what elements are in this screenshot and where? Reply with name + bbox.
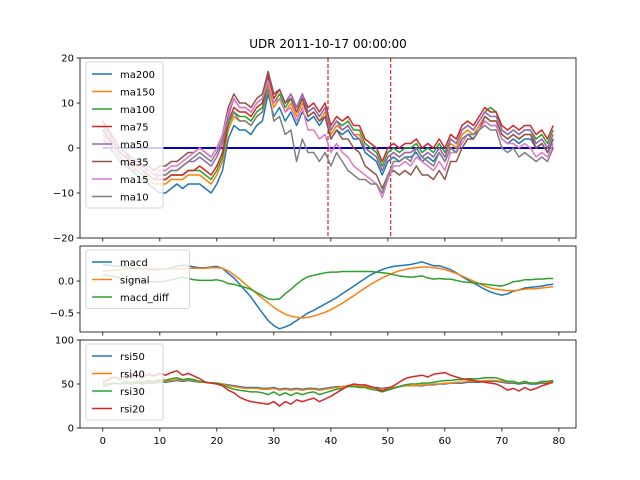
chart-panels: −20−1001020ma200ma150ma100ma75ma50ma35ma… (50, 54, 577, 447)
legend-macd: macd signal macd_diff (85, 249, 190, 309)
y-tick-label-ma-4: 20 (61, 54, 74, 65)
y-tick-label-ma-1: −10 (53, 189, 74, 200)
series-line-rsi40 (102, 378, 554, 391)
y-tick-label-rsi-2: 100 (55, 336, 74, 347)
x-tick-label-5: 50 (381, 436, 394, 447)
x-tick-label-2: 20 (210, 436, 223, 447)
legend-box-ma (85, 61, 164, 209)
legend-label-ma50: ma50 (120, 140, 149, 151)
plot-area-ma (102, 58, 554, 238)
plot-area-rsi (102, 370, 554, 407)
y-tick-label-ma-3: 10 (61, 99, 74, 110)
legend-box-macd (85, 249, 190, 309)
legend-label-ma10: ma10 (120, 193, 149, 204)
legend-box-rsi (85, 343, 164, 421)
x-tick-label-1: 10 (153, 436, 166, 447)
legend-rsi: rsi50 rsi40 rsi30 rsi20 (85, 343, 164, 421)
y-tick-label-macd-1: 0.0 (58, 277, 74, 288)
legend-label-ma15: ma15 (120, 175, 149, 186)
legend-label-rsi30: rsi30 (120, 387, 145, 398)
legend-label-ma200: ma200 (120, 70, 155, 81)
series-line-ma75 (102, 75, 554, 181)
x-tick-label-4: 40 (324, 436, 337, 447)
legend-label-rsi40: rsi40 (120, 370, 145, 381)
legend-label-ma150: ma150 (120, 88, 155, 99)
legend-label-ma35: ma35 (120, 158, 149, 169)
x-tick-label-3: 30 (267, 436, 280, 447)
panel-macd: −0.5 0.0 macd signal macd_diff (50, 245, 577, 336)
x-tick-label-7: 70 (496, 436, 509, 447)
y-tick-label-macd-0: −0.5 (50, 308, 74, 319)
series-line-ma150 (102, 84, 554, 185)
legend-label-rsi50: rsi50 (120, 352, 145, 363)
legend-label-macd: macd (120, 258, 148, 269)
y-tick-label-ma-2: 0 (68, 144, 74, 155)
legend-label-signal: signal (120, 276, 150, 287)
legend-label-rsi20: rsi20 (120, 405, 145, 416)
y-tick-label-rsi-1: 50 (61, 380, 74, 391)
x-tick-label-0: 0 (100, 436, 106, 447)
x-tick-label-8: 80 (553, 436, 566, 447)
series-line-rsi20 (102, 370, 554, 407)
legend-label-ma100: ma100 (120, 105, 155, 116)
y-tick-label-rsi-0: 0 (68, 424, 74, 435)
series-line-ma10 (102, 88, 554, 194)
y-tick-label-ma-0: −20 (53, 234, 74, 245)
series-line-rsi30 (102, 377, 554, 397)
chart-title: UDR 2011-10-17 00:00:00 (249, 37, 407, 51)
axes-frame-macd (79, 245, 577, 333)
series-line-rsi50 (102, 379, 554, 391)
panel-ma: −20−1001020ma200ma150ma100ma75ma50ma35ma… (53, 54, 577, 245)
x-tick-label-6: 60 (439, 436, 452, 447)
legend-ma: ma200 ma150 ma100 ma75 ma50 ma35 ma15 ma10 (85, 61, 164, 209)
legend-label-ma75: ma75 (120, 123, 149, 134)
legend-label-macd_diff: macd_diff (120, 293, 170, 304)
